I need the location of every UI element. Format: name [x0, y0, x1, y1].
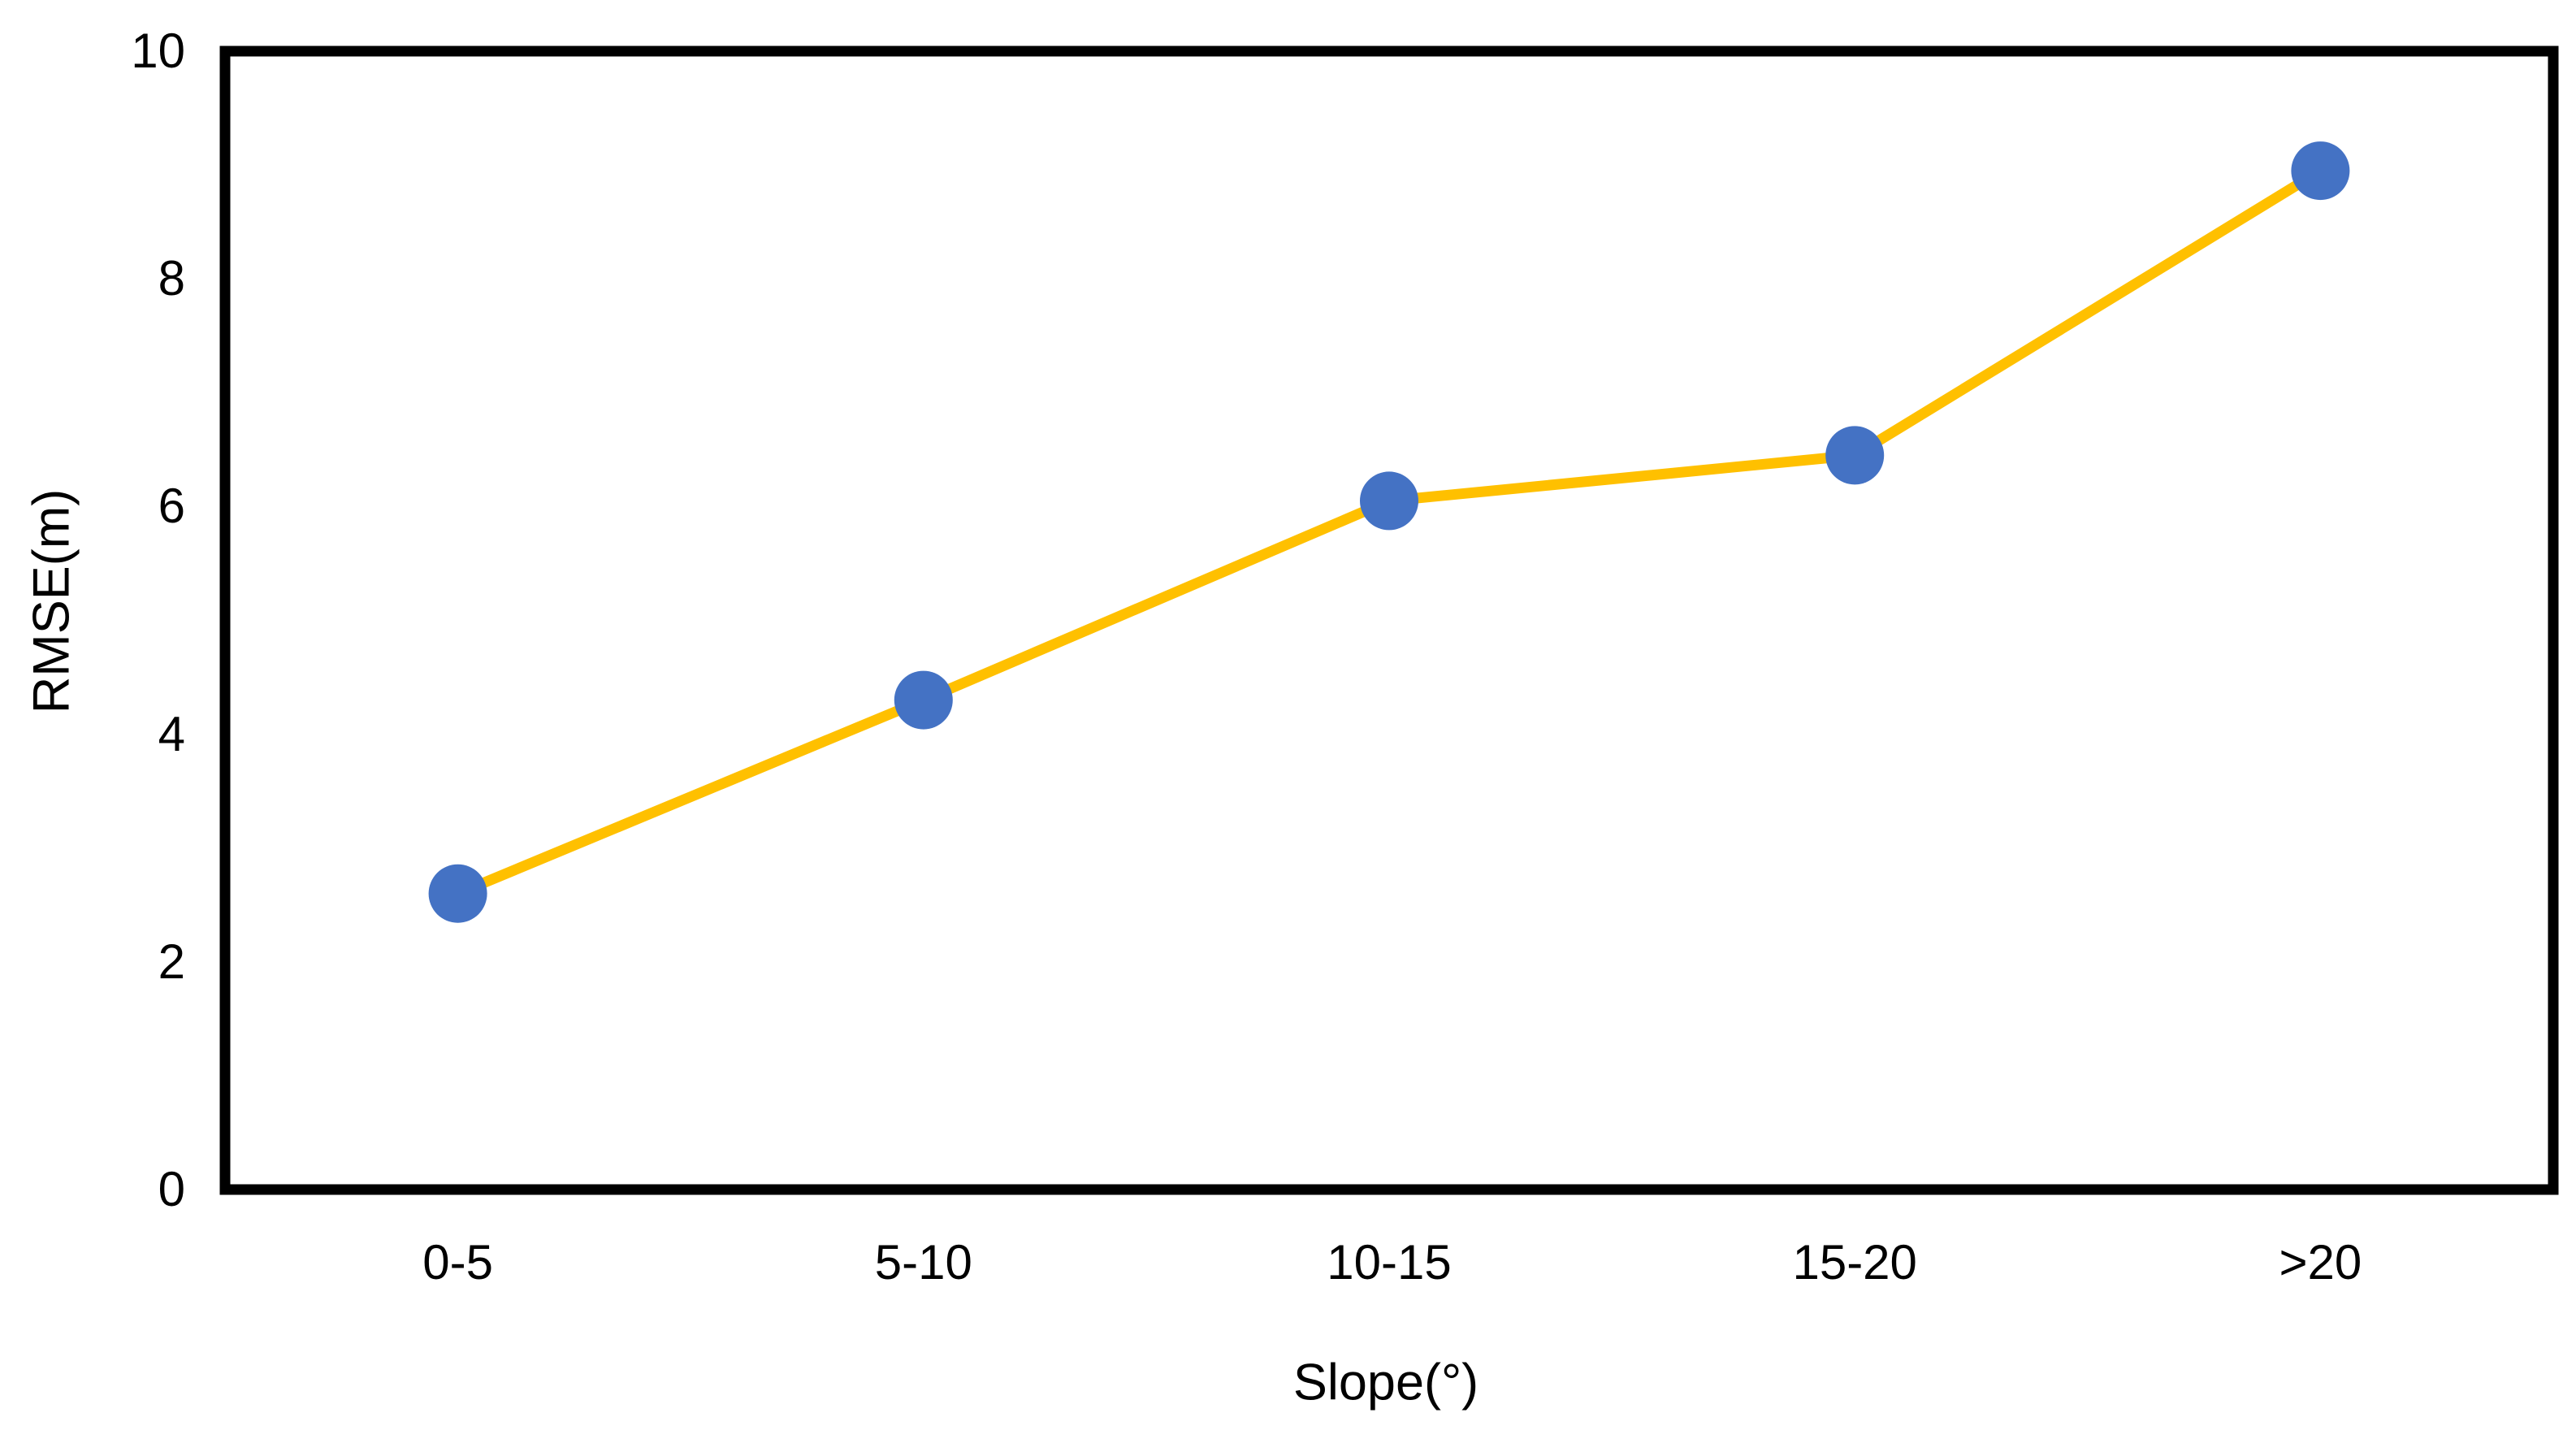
data-point-marker: [1360, 471, 1418, 531]
x-tick-label: >20: [2279, 1235, 2362, 1289]
y-tick-label: 0: [158, 1162, 185, 1216]
x-tick-label: 5-10: [874, 1235, 972, 1289]
y-tick-label: 6: [158, 479, 185, 534]
x-tick-label: 10-15: [1327, 1235, 1452, 1289]
data-point-marker: [428, 864, 487, 923]
series-line: [452, 165, 2326, 899]
x-tick-label: 0-5: [422, 1235, 493, 1289]
x-axis-title: Slope(°): [1292, 1354, 1479, 1411]
data-point-marker: [894, 670, 953, 730]
plot-frame: [219, 46, 2559, 1195]
y-tick-label: 10: [131, 24, 185, 78]
x-tick-label: 15-20: [1792, 1235, 1917, 1289]
data-point-marker: [1825, 426, 1885, 485]
y-tick-label: 8: [158, 251, 185, 306]
y-tick-label: 2: [158, 934, 185, 989]
y-tick-label: 4: [158, 706, 185, 761]
data-point-marker: [2291, 141, 2350, 201]
